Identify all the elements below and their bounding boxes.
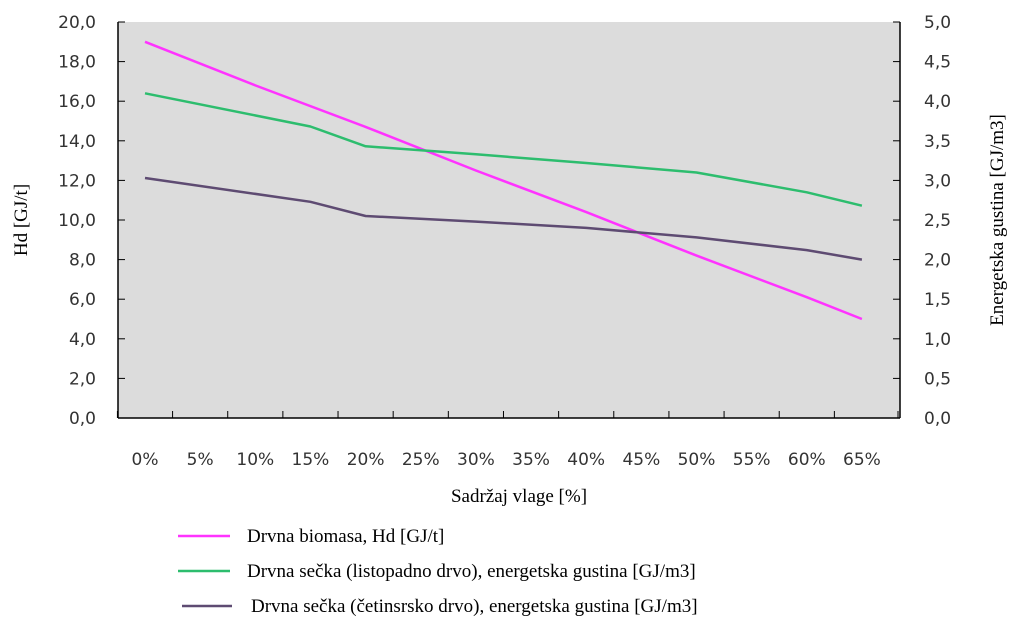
y-left-tick-label: 4,0 <box>69 330 96 350</box>
y-right-tick-label: 3,0 <box>924 171 951 191</box>
x-tick-label: 10% <box>236 450 274 470</box>
x-tick-label: 20% <box>347 450 385 470</box>
legend-label-3: Drvna sečka (četinsrsko drvo), energetsk… <box>251 596 698 617</box>
series-line-3 <box>144 176 863 261</box>
y-left-tick-label: 2,0 <box>69 369 96 389</box>
plot-area <box>118 22 900 418</box>
series-lines <box>144 40 863 321</box>
y-left-tick-label: 18,0 <box>58 53 96 73</box>
y-right-tick-label: 0,0 <box>924 409 951 429</box>
x-tick-label: 60% <box>788 450 826 470</box>
y-left-tick-label: 20,0 <box>58 13 96 33</box>
y-left-tick-label: 0,0 <box>69 409 96 429</box>
x-tick-label: 30% <box>457 450 495 470</box>
x-tick-label: 25% <box>402 450 440 470</box>
y-right-tick-label: 2,0 <box>924 251 951 271</box>
x-tick-label: 55% <box>733 450 771 470</box>
y-axis-left: 0,0 2,0 4,0 6,0 8,0 10,0 12,0 14,0 16,0 18,0 20,0 <box>58 13 125 429</box>
x-tick-label: 15% <box>292 450 330 470</box>
y-axis-right-title: Energetska gustina [GJ/m3] <box>987 114 1008 326</box>
y-right-tick-label: 0,5 <box>924 369 951 389</box>
x-tick-label: 0% <box>132 450 159 470</box>
y-left-tick-label: 14,0 <box>58 132 96 152</box>
y-right-tick-label: 4,5 <box>924 53 951 73</box>
series-line-2 <box>144 92 863 207</box>
y-left-tick-label: 10,0 <box>58 211 96 231</box>
x-axis-title: Sadržaj vlage [%] <box>451 486 587 507</box>
legend: Drvna biomasa, Hd [GJ/t] Drvna sečka (lis… <box>178 526 698 617</box>
x-tick-label: 65% <box>843 450 881 470</box>
y-left-tick-label: 16,0 <box>58 92 96 112</box>
y-left-tick-label: 6,0 <box>69 290 96 310</box>
x-tick-label: 45% <box>622 450 660 470</box>
y-right-tick-label: 5,0 <box>924 13 951 33</box>
x-tick-label: 50% <box>678 450 716 470</box>
series-line-1 <box>144 40 863 321</box>
x-tick-label: 35% <box>512 450 550 470</box>
legend-label-2: Drvna sečka (listopadno drvo), energetsk… <box>247 561 696 582</box>
y-right-tick-label: 3,5 <box>924 132 951 152</box>
y-left-tick-label: 12,0 <box>58 171 96 191</box>
y-right-tick-label: 1,0 <box>924 330 951 350</box>
x-tick-label: 5% <box>187 450 214 470</box>
y-axis-right: 0,0 0,5 1,0 1,5 2,0 2,5 3,0 3,5 4,0 4,5 5,0 <box>893 13 951 429</box>
y-right-tick-label: 1,5 <box>924 290 951 310</box>
y-axis-left-title: Hd [GJ/t] <box>11 184 32 256</box>
x-axis: 0% 5% 10% 15% 20% 25% 30% 35% 40% 45% 50% 55% 60% 65% <box>116 411 900 470</box>
x-tick-label: 40% <box>567 450 605 470</box>
y-right-tick-label: 2,5 <box>924 211 951 231</box>
y-right-tick-label: 4,0 <box>924 92 951 112</box>
y-left-tick-label: 8,0 <box>69 251 96 271</box>
legend-label-1: Drvna biomasa, Hd [GJ/t] <box>247 526 444 547</box>
